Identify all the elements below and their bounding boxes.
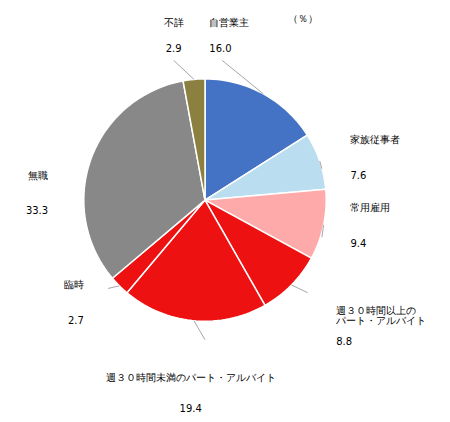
svg-text:週３０時間未満のパート・アルバイト: 週３０時間未満のパート・アルバイト — [106, 372, 276, 383]
svg-text:19.4: 19.4 — [180, 403, 202, 414]
svg-text:8.8: 8.8 — [336, 336, 352, 347]
svg-text:週３０時間以上のパート・アルバイト: 週３０時間以上のパート・アルバイト — [335, 305, 426, 326]
svg-text:自営業主: 自営業主 — [209, 17, 249, 28]
svg-text:家族従事者: 家族従事者 — [350, 134, 400, 145]
svg-text:9.4: 9.4 — [350, 238, 366, 249]
svg-text:常用雇用: 常用雇用 — [350, 202, 390, 213]
svg-text:（％）: （％） — [288, 13, 318, 24]
svg-text:臨時: 臨時 — [64, 279, 84, 290]
svg-text:7.6: 7.6 — [350, 170, 366, 181]
svg-text:無職: 無職 — [28, 170, 48, 181]
svg-text:16.0: 16.0 — [209, 43, 231, 54]
svg-text:2.9: 2.9 — [166, 43, 182, 54]
svg-text:不詳: 不詳 — [164, 17, 184, 28]
svg-text:33.3: 33.3 — [26, 205, 48, 216]
svg-text:2.7: 2.7 — [68, 315, 84, 326]
